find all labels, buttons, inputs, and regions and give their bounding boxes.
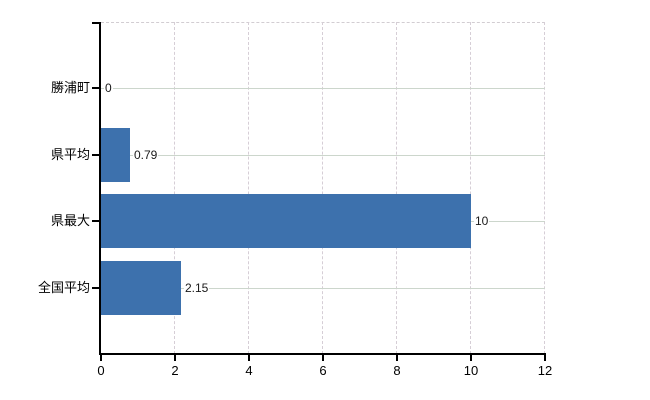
v-gridline xyxy=(322,22,323,354)
v-gridline xyxy=(248,22,249,354)
category-label: 県平均 xyxy=(50,147,90,162)
v-gridline xyxy=(396,22,397,354)
x-axis xyxy=(99,353,546,355)
x-tick-label: 6 xyxy=(319,363,327,378)
h-gridline xyxy=(101,155,545,156)
x-tick xyxy=(544,355,546,361)
category-label: 県最大 xyxy=(50,213,90,228)
category-label: 勝浦町 xyxy=(50,80,90,95)
value-label: 0 xyxy=(104,80,113,96)
y-axis-end-tick xyxy=(92,22,100,24)
x-tick xyxy=(470,355,472,361)
category-label: 全国平均 xyxy=(37,280,90,295)
h-gridline xyxy=(101,288,545,289)
y-tick xyxy=(92,87,100,89)
y-tick xyxy=(92,287,100,289)
x-tick-label: 12 xyxy=(537,363,553,378)
y-axis xyxy=(99,22,101,355)
v-gridline xyxy=(470,22,471,354)
x-tick-label: 8 xyxy=(393,363,401,378)
plot-top-border xyxy=(101,22,545,23)
x-tick xyxy=(100,355,102,361)
value-label: 10 xyxy=(474,213,490,229)
value-label: 0.79 xyxy=(133,147,159,163)
x-tick xyxy=(396,355,398,361)
h-gridline xyxy=(101,88,545,89)
value-label: 2.15 xyxy=(184,280,210,296)
x-tick xyxy=(248,355,250,361)
v-gridline xyxy=(544,22,545,354)
x-tick xyxy=(174,355,176,361)
x-tick-label: 4 xyxy=(245,363,253,378)
x-tick-label: 10 xyxy=(463,363,479,378)
x-tick-label: 0 xyxy=(97,363,105,378)
y-tick xyxy=(92,154,100,156)
x-tick-label: 2 xyxy=(171,363,179,378)
bar xyxy=(101,128,130,182)
bar xyxy=(101,194,471,248)
x-tick xyxy=(322,355,324,361)
y-tick xyxy=(92,220,100,222)
v-gridline xyxy=(174,22,175,354)
bar xyxy=(101,261,181,315)
